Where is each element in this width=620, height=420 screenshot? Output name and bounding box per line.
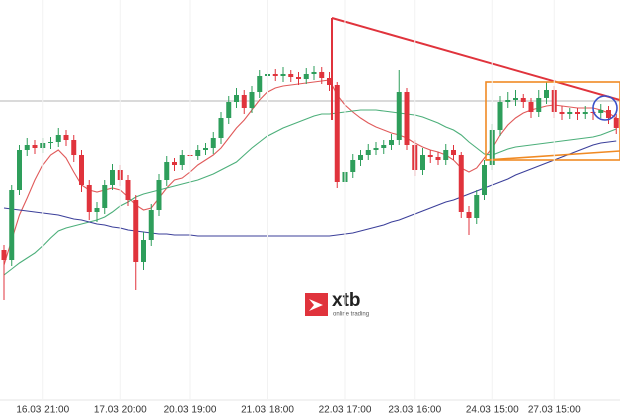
candle-body — [272, 74, 278, 76]
candle-body — [559, 112, 565, 114]
candle-body — [1, 250, 7, 260]
candle-body — [590, 112, 596, 113]
candle-body — [156, 180, 162, 210]
candle-body — [598, 110, 604, 113]
candle-body — [466, 212, 472, 218]
candle-body — [381, 145, 387, 148]
candle-body — [94, 208, 100, 212]
candle-body — [102, 185, 108, 208]
candle-body — [575, 112, 580, 114]
candle-body — [164, 162, 170, 180]
candle-body — [79, 155, 84, 185]
candle-body — [427, 155, 433, 157]
candle-body — [32, 145, 38, 148]
candle-body — [389, 140, 394, 145]
x-tick-label: 22.03 17:00 — [319, 405, 372, 416]
highlight-circle — [592, 95, 618, 121]
candle-body — [257, 76, 263, 92]
candle-body — [334, 85, 340, 182]
candle-body — [319, 72, 325, 78]
candle-body — [365, 150, 371, 155]
candle-body — [451, 150, 456, 155]
x-tick-label: 20.03 19:00 — [164, 405, 217, 416]
candle-body — [536, 98, 542, 112]
candle-body — [358, 155, 363, 160]
x-tick-label: 24.03 15:00 — [466, 405, 519, 416]
candle-body — [513, 98, 518, 100]
candle-body — [404, 92, 410, 145]
candle-body — [141, 240, 146, 262]
logo-mark — [309, 299, 323, 311]
candle-body — [350, 160, 356, 172]
candle-body — [443, 150, 449, 160]
candle-body — [110, 170, 115, 185]
logo-tagline: online trading — [333, 312, 369, 318]
drawings — [331, 17, 620, 161]
candle-body — [125, 180, 131, 200]
candle-body — [179, 155, 185, 165]
candle-body — [48, 142, 53, 143]
moving-average-line — [3, 109, 617, 276]
candle-body — [9, 190, 15, 260]
candle-body — [210, 138, 216, 148]
x-tick-label: 21.03 18:00 — [241, 405, 294, 416]
candle-body — [24, 145, 30, 150]
candle-body — [497, 102, 503, 130]
candle-body — [172, 162, 177, 165]
candle-body — [435, 157, 441, 160]
candle-body — [203, 148, 208, 150]
candle-body — [280, 74, 286, 76]
x-tick-label: 27.03 15:00 — [528, 405, 581, 416]
support-line — [485, 150, 620, 161]
candle-body — [296, 77, 301, 79]
candle-body — [567, 112, 573, 114]
candle-body — [63, 135, 69, 140]
candle-body — [86, 185, 92, 212]
candle-body — [71, 140, 77, 155]
candle-body — [458, 155, 464, 212]
candle-body — [17, 150, 22, 190]
candle-body — [528, 102, 534, 112]
candle-body — [482, 165, 487, 195]
candle-body — [373, 148, 379, 150]
candle-body — [195, 150, 201, 156]
candle-body — [218, 118, 224, 138]
candle-body — [148, 210, 154, 240]
candle-body — [327, 78, 332, 85]
x-tick-label: 16.03 21:00 — [16, 405, 69, 416]
moving-average-line — [3, 140, 617, 237]
candle-body — [420, 155, 425, 170]
candle-body — [133, 200, 139, 262]
candle-body — [249, 92, 255, 108]
candle-body — [544, 90, 549, 98]
trend-line — [331, 17, 620, 101]
range-box — [485, 81, 620, 161]
candle-body — [613, 118, 619, 128]
candle-body — [396, 92, 402, 140]
candle-body — [303, 74, 309, 79]
candle-body — [520, 98, 526, 102]
candle-body — [226, 102, 232, 118]
candle-body — [582, 112, 588, 114]
logo-brand: xtb — [332, 290, 361, 311]
candle-body — [288, 74, 294, 77]
x-tick-label: 23.03 16:00 — [388, 405, 441, 416]
candle-body — [606, 110, 611, 118]
candle-body — [241, 95, 247, 108]
watermark: xtb online trading — [305, 290, 369, 318]
candle-body — [474, 195, 480, 218]
candle-body — [234, 95, 239, 102]
candle-body — [311, 72, 317, 74]
candle-body — [55, 135, 61, 142]
x-tick-label: 17.03 20:00 — [94, 405, 147, 416]
candle-body — [505, 100, 511, 102]
